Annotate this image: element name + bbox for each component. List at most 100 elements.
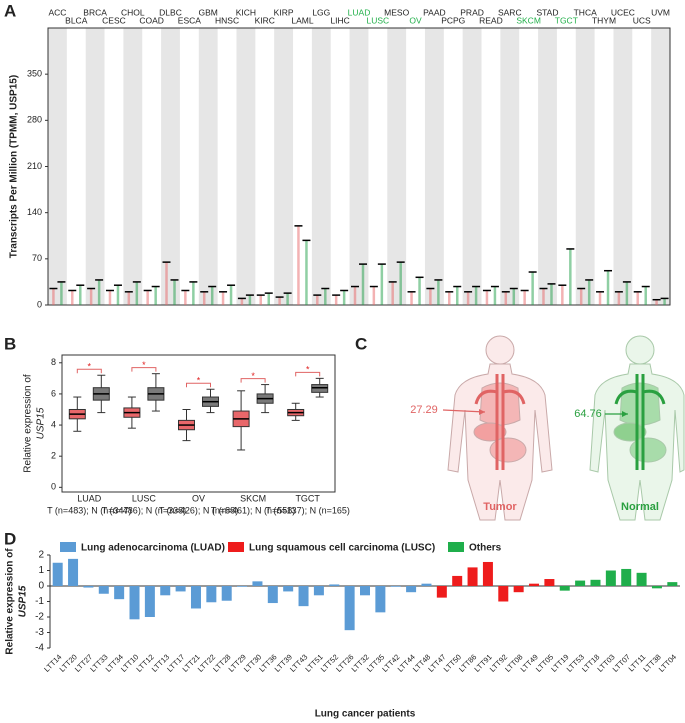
bar	[221, 586, 232, 601]
bar	[375, 586, 386, 613]
bar	[329, 584, 340, 586]
bar	[344, 586, 355, 631]
bar	[313, 586, 324, 596]
bar	[621, 568, 632, 586]
y-axis-label: Relative expression of	[5, 548, 16, 655]
category-subtitle: T (n=137); N (n=165)	[266, 505, 350, 515]
band	[462, 28, 482, 305]
category-label: LUAD	[77, 493, 102, 503]
band	[161, 28, 180, 305]
box	[311, 384, 329, 393]
category-subtitle: T (n=483); N (n=347)	[47, 505, 131, 515]
category-label: THYM	[592, 15, 616, 25]
arrow	[442, 409, 486, 413]
bar	[421, 583, 432, 586]
category-label: OV	[192, 493, 205, 503]
normal-label: Normal	[621, 501, 659, 513]
band	[613, 28, 633, 305]
bar	[52, 562, 63, 586]
category-label: DLBC	[159, 7, 182, 17]
band	[274, 28, 294, 305]
bar	[590, 579, 601, 586]
y-tick-label: 210	[27, 161, 42, 171]
bar	[406, 586, 417, 593]
band	[387, 28, 407, 305]
significance: *	[142, 360, 146, 370]
category-label: LGG	[312, 7, 330, 17]
y-axis-label: USP15	[18, 585, 29, 617]
significance: *	[197, 376, 201, 386]
category-label: UVM	[651, 7, 670, 17]
bar	[559, 586, 570, 591]
bar	[83, 586, 94, 588]
bar	[436, 586, 447, 598]
category-label: ACC	[48, 7, 66, 17]
category-label: ESCA	[178, 15, 201, 25]
arrowhead	[622, 411, 628, 417]
legend-swatch	[60, 542, 76, 552]
band	[575, 28, 595, 305]
category-label: LIHC	[330, 15, 349, 25]
y-tick-label: 6	[51, 388, 56, 398]
category-label: TGCT	[295, 493, 320, 503]
category-label: UCEC	[611, 7, 635, 17]
category-label: STAD	[536, 7, 558, 17]
significance-bracket	[295, 371, 321, 377]
category-label: OV	[409, 15, 422, 25]
category-label: SARC	[498, 7, 522, 17]
legend-label: Lung adenocarcinoma (LUAD)	[81, 543, 225, 554]
category-label: CHOL	[121, 7, 145, 17]
significance-bracket	[131, 367, 157, 372]
category-label: SKCM	[516, 15, 541, 25]
panel-label: A	[4, 1, 16, 20]
category-label: PAAD	[423, 7, 446, 17]
bar	[513, 586, 524, 593]
bar	[498, 586, 509, 602]
bar	[605, 570, 616, 586]
bar	[206, 586, 217, 603]
category-subtitle: T (n=461); N (n=558)	[211, 505, 295, 515]
y-tick-label: -3	[35, 627, 44, 638]
legend-swatch	[448, 542, 464, 552]
bar	[267, 586, 278, 604]
band	[651, 28, 670, 305]
bar	[144, 586, 155, 617]
bar	[482, 561, 493, 586]
band	[198, 28, 218, 305]
panel-label: C	[355, 334, 367, 353]
band	[538, 28, 557, 305]
significance-bracket	[76, 368, 102, 374]
category-label: READ	[479, 15, 503, 25]
body-tumor	[447, 335, 553, 521]
category-label: PCPG	[441, 15, 465, 25]
band	[500, 28, 520, 305]
category-label: HNSC	[215, 15, 239, 25]
bar	[190, 586, 201, 609]
bar	[237, 586, 248, 587]
y-tick-label: -2	[35, 612, 44, 623]
y-tick-label: 4	[51, 419, 56, 429]
category-subtitle: T (n=486); N (n=338)	[102, 505, 186, 515]
bar	[160, 586, 171, 596]
category-label: KICH	[236, 7, 256, 17]
y-tick-label: 0	[38, 581, 44, 592]
category-label: SKCM	[240, 493, 266, 503]
category-label: PRAD	[460, 7, 484, 17]
bar	[636, 572, 647, 586]
y-axis-label: USP15	[36, 407, 47, 439]
bar	[98, 586, 109, 594]
legend-swatch	[228, 542, 244, 552]
category-label: LAML	[291, 15, 313, 25]
band	[48, 28, 67, 305]
legend-label: Others	[469, 543, 502, 554]
category-label: LUSC	[367, 15, 390, 25]
y-tick-label: -4	[35, 643, 44, 654]
bar	[467, 567, 478, 586]
band	[311, 28, 331, 305]
y-tick-label: 2	[38, 550, 44, 561]
bar	[283, 586, 294, 592]
category-label: KIRP	[274, 7, 294, 17]
bar	[575, 580, 586, 586]
y-tick-label: 140	[27, 207, 42, 217]
y-tick-label: 0	[51, 482, 56, 492]
